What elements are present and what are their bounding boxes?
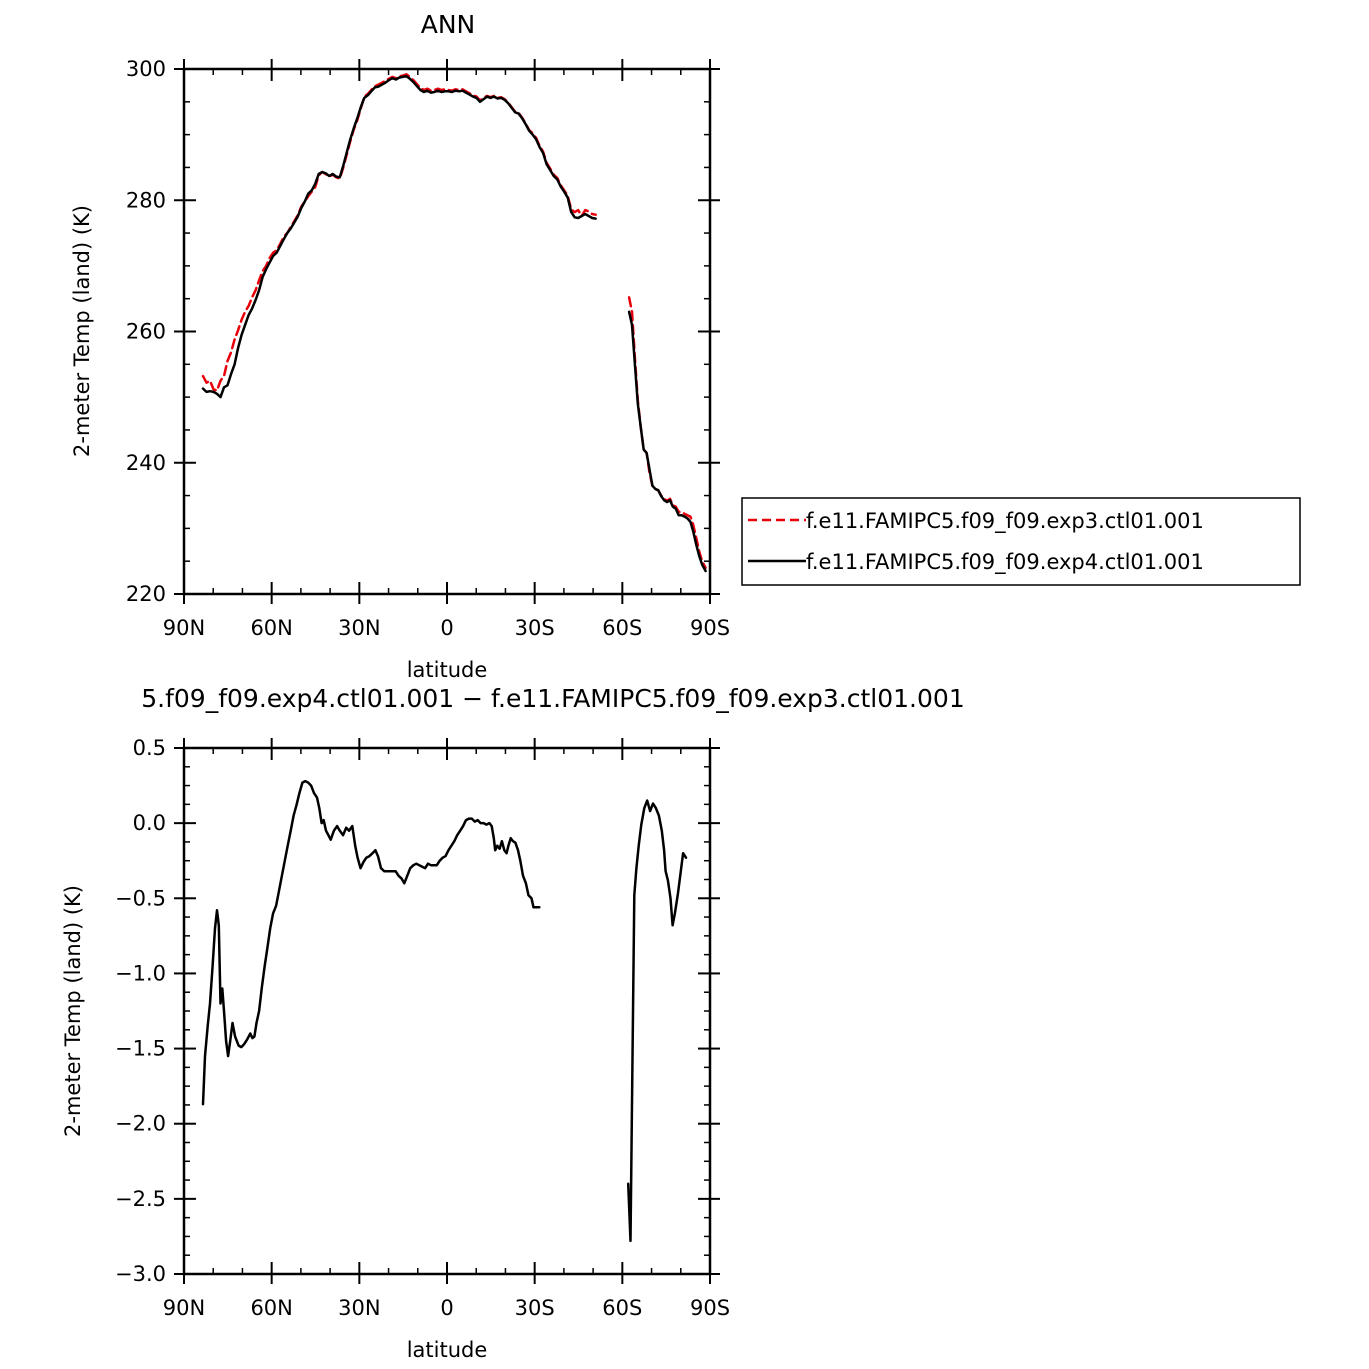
- top-x-tick-label-1: 60N: [250, 616, 292, 640]
- top-series-1-segment-0: [201, 74, 597, 399]
- legend-box: [741, 497, 1301, 586]
- bottom-series-0-segment-1: [626, 799, 688, 1243]
- legend-label-exp3: f.e11.FAMIPC5.f09_f09.exp3.ctl01.001: [806, 509, 1204, 534]
- top-series-lines: [201, 73, 707, 573]
- bottom-x-tick-label-4: 30S: [515, 1296, 555, 1320]
- top-y-tick-label-1: 240: [126, 451, 166, 475]
- top-y-tick-label-4: 300: [126, 57, 166, 81]
- legend: f.e11.FAMIPC5.f09_f09.exp3.ctl01.001 f.e…: [741, 497, 1301, 586]
- bottom-x-tick-label-5: 60S: [602, 1296, 642, 1320]
- top-axes-ticks: 90N 60N 30N 0 30S 60S 90S 220 240 260 280 300: [126, 57, 730, 640]
- bottom-series-lines: [201, 779, 688, 1243]
- bottom-axes-ticks: 90N 60N 30N 0 30S 60S 90S 0.5 0.0 −0.5 −1.0 −1.5 −2.…: [115, 736, 730, 1320]
- bottom-y-tick-label-2: −0.5: [115, 886, 166, 910]
- bottom-y-tick-label-4: −1.5: [115, 1037, 166, 1061]
- top-x-tick-label-5: 60S: [602, 616, 642, 640]
- bottom-y-axis-label: 2-meter Temp (land) (K): [61, 885, 85, 1137]
- bottom-x-tick-label-0: 90N: [163, 1296, 205, 1320]
- top-y-tick-label-0: 220: [126, 582, 166, 606]
- legend-label-exp4: f.e11.FAMIPC5.f09_f09.exp4.ctl01.001: [806, 550, 1204, 575]
- bottom-x-tick-label-6: 90S: [690, 1296, 730, 1320]
- bottom-y-tick-label-5: −2.0: [115, 1112, 166, 1136]
- bottom-y-tick-label-7: −3.0: [115, 1262, 166, 1286]
- top-title: ANN: [421, 10, 476, 39]
- top-y-axis-label: 2-meter Temp (land) (K): [70, 205, 94, 457]
- top-panel: ANN 90N 60N 30N 0 30S 60S 90S 220 240 260 280 300 l…: [70, 10, 730, 682]
- top-x-tick-label-3: 0: [440, 616, 453, 640]
- top-x-tick-label-4: 30S: [515, 616, 555, 640]
- bottom-y-tick-label-6: −2.5: [115, 1187, 166, 1211]
- bottom-panel: 5.f09_f09.exp4.ctl01.001 − f.e11.FAMIPC5…: [61, 684, 965, 1362]
- bottom-title: 5.f09_f09.exp4.ctl01.001 − f.e11.FAMIPC5…: [141, 684, 964, 713]
- top-x-axis-label: latitude: [407, 658, 488, 682]
- top-x-tick-label-0: 90N: [163, 616, 205, 640]
- top-plot-frame: [182, 67, 712, 596]
- top-x-tick-label-2: 30N: [338, 616, 380, 640]
- bottom-x-tick-label-2: 30N: [338, 1296, 380, 1320]
- top-y-tick-label-3: 280: [126, 188, 166, 212]
- bottom-x-tick-label-1: 60N: [250, 1296, 292, 1320]
- bottom-series-0-segment-0: [201, 779, 541, 1106]
- top-x-tick-label-6: 90S: [690, 616, 730, 640]
- bottom-y-tick-label-0: 0.5: [133, 736, 166, 760]
- bottom-y-tick-label-3: −1.0: [115, 961, 166, 985]
- top-y-tick-label-2: 260: [126, 320, 166, 344]
- top-series-0-segment-0: [201, 73, 597, 392]
- bottom-y-tick-label-1: 0.0: [133, 811, 166, 835]
- top-series-1-segment-1: [627, 310, 707, 573]
- bottom-x-tick-label-3: 0: [440, 1296, 453, 1320]
- bottom-x-axis-label: latitude: [407, 1338, 488, 1362]
